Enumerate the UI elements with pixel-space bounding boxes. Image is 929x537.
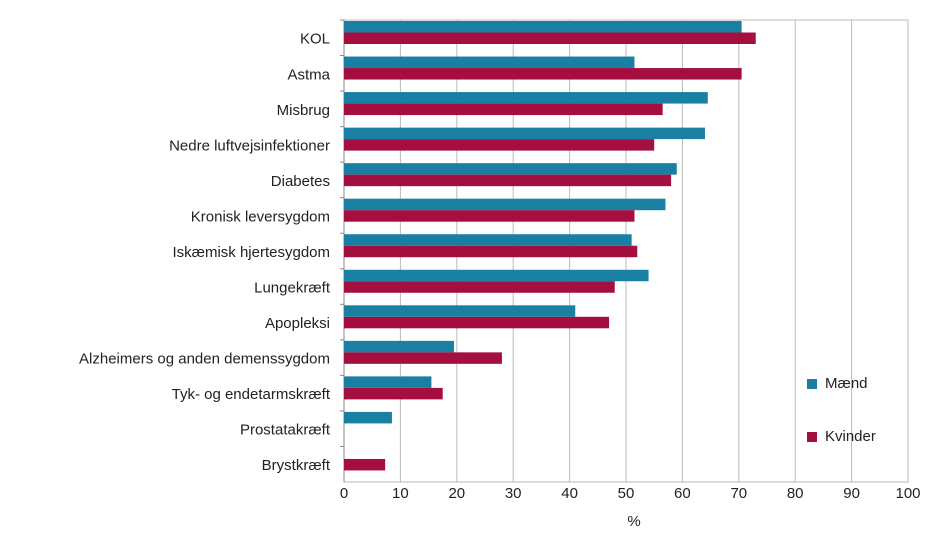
x-tick-label: 60 bbox=[674, 485, 691, 502]
y-tick-label: Brystkræft bbox=[262, 457, 331, 474]
y-tick-label: Diabetes bbox=[271, 173, 330, 190]
y-tick-label: Nedre luftvejsinfektioner bbox=[169, 137, 330, 154]
y-tick-label: KOL bbox=[300, 31, 330, 48]
y-tick-label: Prostatakræft bbox=[240, 422, 331, 439]
x-tick-label: 10 bbox=[392, 485, 409, 502]
x-tick-label: 0 bbox=[340, 485, 348, 502]
bar bbox=[344, 234, 632, 246]
y-tick-label: Astma bbox=[287, 66, 330, 83]
y-tick-label: Apopleksi bbox=[265, 315, 330, 332]
x-tick-label: 90 bbox=[843, 485, 860, 502]
x-tick-label: 70 bbox=[730, 485, 747, 502]
x-tick-label: 50 bbox=[618, 485, 635, 502]
bar bbox=[344, 174, 672, 187]
y-tick-label: Tyk- og endetarmskræft bbox=[172, 386, 331, 403]
legend-label: Kvinder bbox=[825, 428, 876, 445]
y-tick-label: Lungekræft bbox=[254, 280, 331, 297]
legend-swatch bbox=[807, 432, 817, 442]
bar bbox=[344, 352, 502, 364]
bar bbox=[344, 376, 432, 388]
x-tick-label: 80 bbox=[787, 485, 804, 502]
bar bbox=[344, 340, 454, 353]
bar bbox=[344, 305, 576, 317]
bar bbox=[344, 56, 635, 69]
bar bbox=[344, 458, 386, 471]
bar bbox=[344, 127, 705, 140]
legend-label: Mænd bbox=[825, 375, 868, 392]
bar bbox=[344, 411, 392, 424]
bar bbox=[344, 163, 677, 175]
bar bbox=[344, 139, 655, 151]
x-tick-label: 30 bbox=[505, 485, 522, 502]
x-tick-label: 100 bbox=[895, 485, 920, 502]
x-tick-label: 20 bbox=[448, 485, 465, 502]
bar bbox=[344, 387, 443, 400]
y-tick-label: Kronisk leversygdom bbox=[191, 208, 330, 225]
bar bbox=[344, 32, 756, 44]
y-tick-label: Iskæmisk hjertesygdom bbox=[172, 244, 330, 261]
bar bbox=[344, 281, 615, 293]
bar bbox=[344, 68, 742, 80]
x-tick-label: 40 bbox=[561, 485, 578, 502]
bar bbox=[344, 245, 638, 258]
bar bbox=[344, 103, 663, 116]
bar bbox=[344, 198, 666, 211]
x-axis-title: % bbox=[627, 513, 640, 530]
bar bbox=[344, 210, 635, 222]
bar bbox=[344, 92, 708, 104]
y-tick-label: Misbrug bbox=[277, 102, 330, 119]
legend-swatch bbox=[807, 379, 817, 389]
y-tick-label: Alzheimers og anden demenssygdom bbox=[79, 351, 330, 368]
bar bbox=[344, 269, 649, 282]
bar bbox=[344, 316, 610, 329]
bar bbox=[344, 21, 742, 33]
